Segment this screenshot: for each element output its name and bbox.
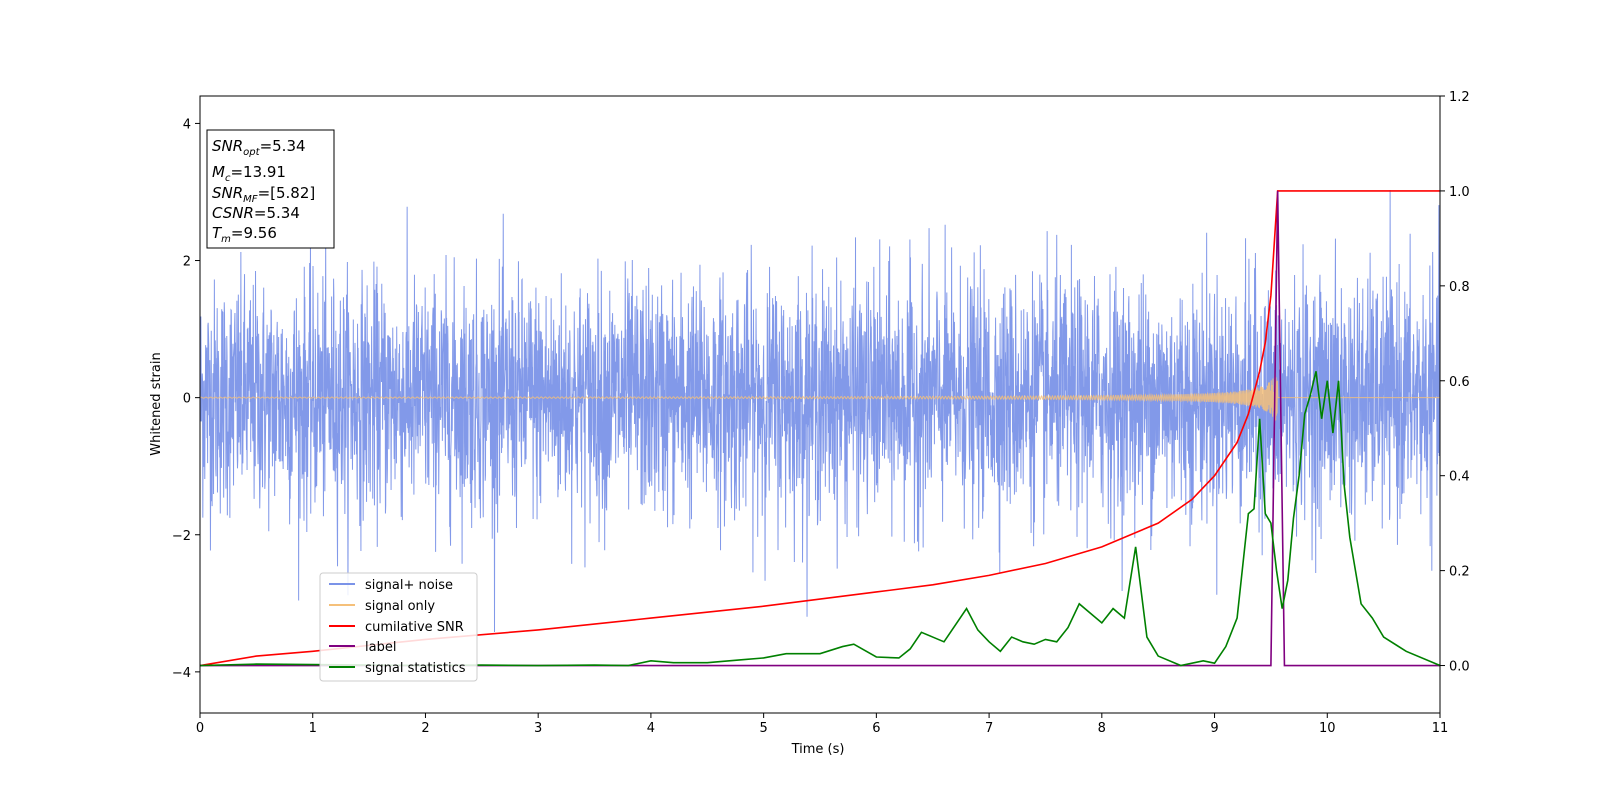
legend-item-signal-statistics: signal statistics: [329, 661, 466, 676]
tm-text: Tm=9.56: [212, 224, 277, 245]
x-tick-label: 6: [872, 721, 880, 736]
x-tick-label: 8: [1098, 721, 1106, 736]
y-axis-label: Whitened strain: [149, 352, 164, 455]
series-cumulative-snr-line: [200, 190, 1440, 667]
y2-tick-label: 1.2: [1449, 90, 1470, 105]
x-tick-label: 0: [196, 721, 204, 736]
y-tick-label: −2: [172, 529, 191, 544]
svg-text:signal statistics: signal statistics: [365, 661, 466, 676]
legend-item-signal-only: signal only: [329, 599, 435, 614]
legend-item-cumulative-snr: cumilative SNR: [329, 620, 464, 635]
x-axis: 0 1 2 3 4 5 6 7 8 9 10 11: [196, 713, 1448, 736]
mc-text: Mc=13.91: [212, 163, 286, 184]
legend: signal+ noise signal only cumilative SNR…: [319, 572, 478, 682]
y2-tick-label: 0.6: [1449, 375, 1470, 390]
series-signal-statistics-line: [200, 371, 1440, 667]
svg-text:cumilative SNR: cumilative SNR: [365, 620, 464, 635]
series-signal-only-line: [200, 373, 1440, 422]
x-tick-label: 1: [309, 721, 317, 736]
x-tick-label: 4: [647, 721, 655, 736]
svg-text:signal+ noise: signal+ noise: [365, 578, 453, 593]
x-tick-label: 5: [759, 721, 767, 736]
y-tick-label: 0: [183, 392, 191, 407]
plot-frame: [199, 95, 1441, 714]
y-tick-label: 2: [183, 255, 191, 270]
snr-mf-text: SNRMF=[5.82]: [212, 184, 315, 205]
snr-opt-text: SNRopt=5.34: [212, 137, 306, 158]
svg-text:label: label: [365, 640, 396, 655]
y2-tick-label: 0.0: [1449, 660, 1470, 675]
x-axis-label: Time (s): [791, 742, 845, 757]
x-tick-label: 9: [1210, 721, 1218, 736]
y-tick-label: 4: [183, 117, 191, 132]
series-signal-noise-line: [200, 189, 1440, 632]
y-axis: 4 2 0 −2 −4: [172, 117, 200, 681]
x-tick-label: 11: [1432, 721, 1449, 736]
series-label-line: [200, 190, 1440, 667]
legend-item-signal-noise: signal+ noise: [329, 578, 453, 593]
legend-item-label: label: [329, 640, 396, 655]
x-tick-label: 2: [421, 721, 429, 736]
csnr-text: CSNR=5.34: [212, 204, 300, 222]
y2-tick-label: 0.8: [1449, 280, 1470, 295]
y-tick-label: −4: [172, 666, 191, 681]
x-tick-label: 10: [1319, 721, 1336, 736]
x-tick-label: 7: [985, 721, 993, 736]
y2-axis: 1.2 1.0 0.8 0.6 0.4 0.2 0.0: [1440, 90, 1470, 675]
svg-text:signal only: signal only: [365, 599, 435, 614]
y2-tick-label: 0.2: [1449, 565, 1470, 580]
x-tick-label: 3: [534, 721, 542, 736]
y2-tick-label: 0.4: [1449, 470, 1470, 485]
snr-annotation-box: SNRopt=5.34 Mc=13.91 SNRMF=[5.82] CSNR=5…: [206, 129, 335, 249]
y2-tick-label: 1.0: [1449, 185, 1470, 200]
plot-area: [200, 189, 1440, 667]
